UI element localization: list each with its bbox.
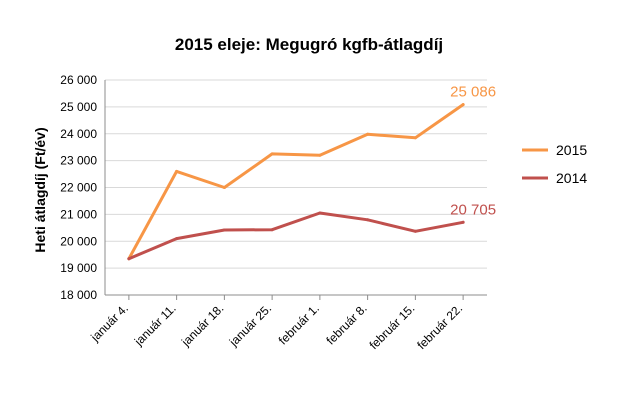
y-tick-label: 21 000: [60, 207, 97, 221]
legend-label-2014: 2014: [556, 170, 587, 186]
data-point-2015: [461, 103, 465, 107]
data-point-2014: [222, 228, 226, 232]
data-point-2015: [222, 186, 226, 189]
data-point-2014: [127, 257, 131, 261]
series-lines: [127, 103, 465, 261]
data-label-2014: 20 705: [450, 201, 496, 218]
labels: 25 086 20 705: [450, 84, 496, 219]
legend: 2015 2014: [522, 142, 587, 186]
data-point-2015: [366, 132, 370, 136]
data-point-2015: [413, 136, 417, 140]
data-point-2014: [461, 220, 465, 224]
y-tick-label: 26 000: [60, 73, 97, 87]
y-axis-label: Heti átlagdíj (Ft/év): [32, 127, 48, 252]
series-line-2014: [127, 211, 465, 261]
data-point-2014: [318, 211, 322, 215]
data-point-2014: [175, 237, 179, 241]
data-label-2015: 25 086: [450, 84, 496, 101]
y-tick-label: 18 000: [60, 288, 97, 302]
y-tick-label: 20 000: [60, 234, 97, 248]
data-point-2015: [270, 152, 274, 156]
data-point-2014: [270, 228, 274, 232]
y-tick-label: 24 000: [60, 127, 97, 141]
y-tick-label: 22 000: [60, 181, 97, 195]
y-tick-label: 25 000: [60, 100, 97, 114]
data-point-2015: [175, 169, 179, 173]
data-point-2014: [413, 229, 417, 233]
y-tick-label: 19 000: [60, 261, 97, 275]
legend-label-2015: 2015: [556, 142, 587, 158]
y-tick-label: 23 000: [60, 154, 97, 168]
series-line-2015: [127, 103, 465, 261]
chart-title: 2015 eleje: Megugró kgfb-átlagdíj: [175, 35, 443, 54]
data-point-2014: [366, 218, 370, 222]
data-point-2015: [318, 153, 322, 157]
